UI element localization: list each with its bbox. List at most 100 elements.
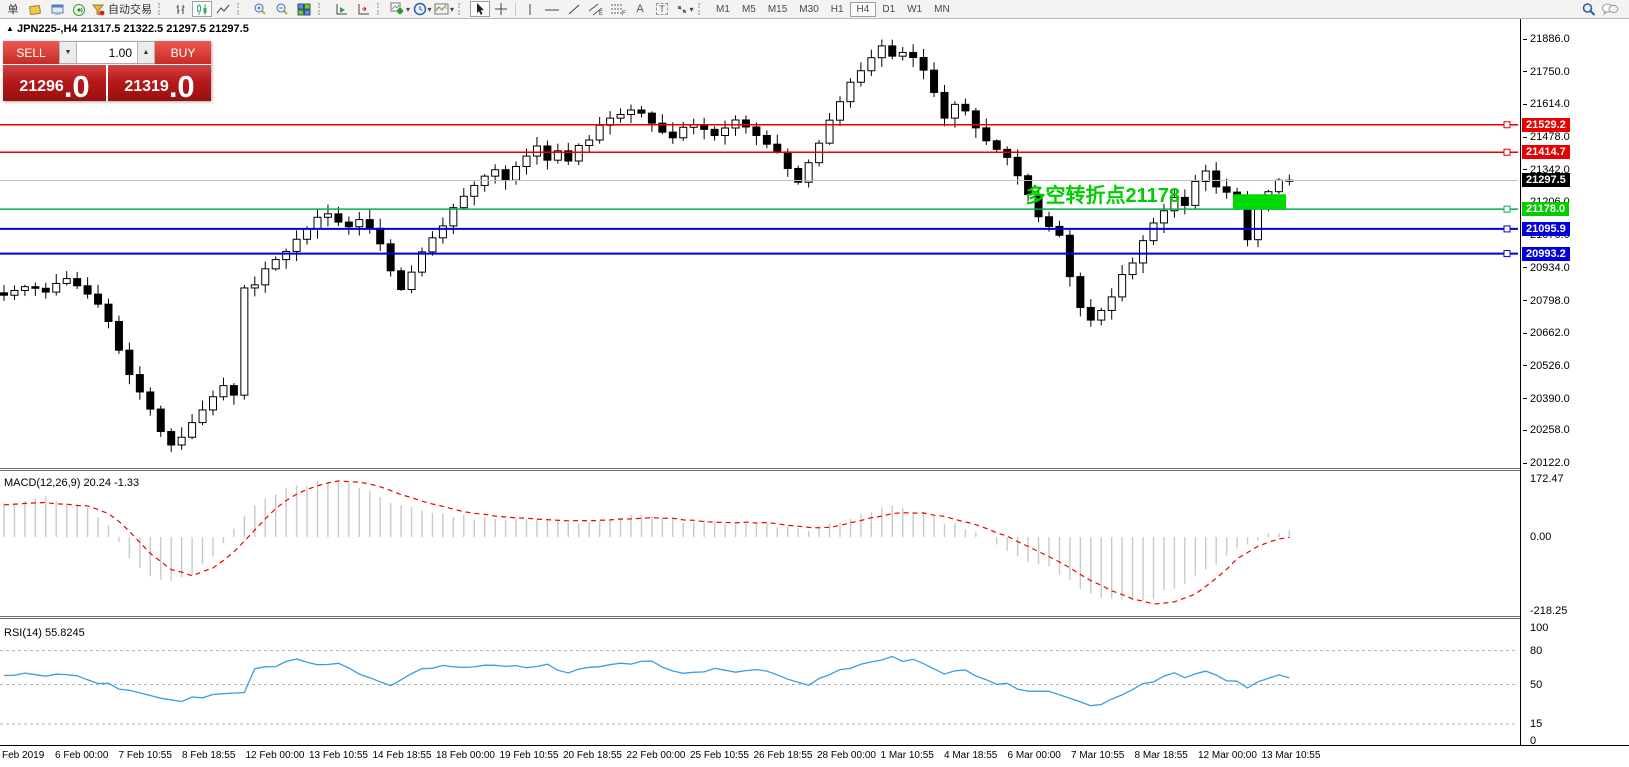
time-label: 12 Feb 00:00 [245,750,305,761]
timeframe-w1[interactable]: W1 [907,3,923,15]
tile-windows-icon [297,3,311,16]
vertical-line-tool-button[interactable] [519,1,541,17]
channel-tool-button[interactable]: E [585,1,607,17]
axis-tick [1523,136,1527,138]
chart-shift-button[interactable] [352,1,374,17]
templates-button[interactable]: ▾ [433,1,455,17]
buy-button[interactable]: BUY [155,41,211,64]
profiles-button[interactable] [46,1,68,17]
chat-button[interactable] [1599,1,1621,17]
line-chart-mode-button[interactable] [212,1,234,17]
sell-button[interactable]: SELL [3,41,59,64]
timeframe-m5[interactable]: M5 [741,3,756,15]
time-label: 22 Feb 00:00 [626,750,686,761]
time-label: 26 Feb 18:55 [753,750,813,761]
new-chart-icon [28,3,42,16]
periods-button[interactable]: ▾ [411,1,433,17]
price-tick-label: 20390.0 [1530,392,1570,405]
toolbar-grip [377,3,386,15]
pane-separator[interactable] [0,468,1629,471]
time-label: 8 Feb 18:55 [182,750,236,761]
zoom-in-button[interactable] [249,1,271,17]
axis-tick [1523,365,1527,367]
chart-window: ▲ JPN225-,H4 21317.5 21322.5 21297.5 212… [0,19,1629,767]
rsi-indicator-label: RSI(14) 55.8245 [4,627,85,639]
axis-tick [1523,398,1527,400]
trendline-tool-button[interactable] [563,1,585,17]
price-badge: 21414.7 [1522,145,1570,160]
price-tick-label: 21478.0 [1530,131,1570,144]
tile-windows-button[interactable] [293,1,315,17]
text-tool-button[interactable]: A [629,1,651,17]
rsi-pane[interactable] [0,619,1520,745]
buy-price-box[interactable]: 21319 .0 [108,65,211,102]
axis-tick [1523,169,1527,171]
text-label-tool-button[interactable]: T [651,1,673,17]
new-chart-button[interactable] [24,1,46,17]
toolbar-grip [698,3,707,15]
price-tick-label: 20798.0 [1530,294,1570,307]
price-tick-label: 20258.0 [1530,424,1570,437]
timeframe-mn[interactable]: MN [934,3,950,15]
macd-tick-label: 172.47 [1530,472,1564,485]
time-label: 19 Feb 10:55 [499,750,559,761]
volume-decrease-button[interactable]: ▼ [59,42,77,63]
axis-tick [1523,462,1527,464]
pane-separator[interactable] [0,616,1629,619]
timeframe-d1[interactable]: D1 [882,3,896,15]
time-label: 13 Mar 10:55 [1261,750,1321,761]
arrows-tool-button[interactable]: ▾ [673,1,695,17]
crosshair-tool-button[interactable] [490,1,512,17]
volume-increase-button[interactable]: ▲ [137,42,155,63]
bar-chart-mode-button[interactable] [170,1,192,17]
timeframe-m1[interactable]: M1 [716,3,730,15]
timeframe-h4[interactable]: H4 [849,1,877,17]
time-label: 1 Mar 10:55 [880,750,934,761]
time-label: 6 Mar 00:00 [1007,750,1061,761]
line-handle-marker [1503,148,1511,156]
axis-tick [1523,267,1527,269]
templates-icon [434,3,449,16]
price-badge: 21178.0 [1522,202,1570,217]
time-label: 6 Feb 00:00 [55,750,109,761]
macd-pane[interactable] [0,471,1520,616]
cursor-icon [474,2,486,16]
indicators-button[interactable]: ▾ [389,1,411,17]
header-ohlc-values: 21317.5 21322.5 21297.5 21297.5 [80,23,249,35]
autotrading-funnel-icon [91,3,106,16]
horizontal-line-tool-button[interactable] [541,1,563,17]
time-label: 13 Feb 10:55 [309,750,368,761]
zoom-out-icon [275,2,289,16]
timeframe-m15[interactable]: M15 [767,3,788,15]
auto-scroll-button[interactable] [330,1,352,17]
signals-button[interactable] [68,1,90,17]
toolbar-grip [318,3,327,15]
axis-tick [1523,429,1527,431]
line-handle-marker [1503,205,1511,213]
symbol-marker-icon: ▲ [6,24,14,33]
price-badge: 21297.5 [1522,173,1570,188]
price-badge: 20993.2 [1522,246,1570,261]
time-axis[interactable]: Feb 2019 6 Feb 00:00 7 Feb 10:55 8 Feb 18:5… [0,745,1629,767]
new-order-button[interactable]: 单 [2,1,24,17]
chat-bubbles-icon [1601,2,1619,16]
timeframe-m30[interactable]: M30 [799,3,819,15]
cursor-tool-button[interactable] [470,1,491,17]
time-label: 28 Feb 00:00 [817,750,876,761]
price-tick-label: 21886.0 [1530,33,1570,45]
new-order-label: 单 [7,4,19,16]
price-axis[interactable]: 21886.021750.021614.021478.021342.021206… [1520,19,1629,747]
volume-input[interactable]: 1.00 [108,46,132,60]
timeframe-h1[interactable]: H1 [830,3,844,15]
rsi-line [3,655,1290,707]
level-lines-layer [0,121,1518,258]
zoom-out-button[interactable] [271,1,293,17]
search-button[interactable] [1577,1,1599,17]
candlestick-mode-button[interactable] [192,1,212,17]
main-price-chart[interactable]: 多空转折点21178 [0,19,1520,468]
rsi-tick-label: 80 [1530,644,1543,657]
fibonacci-tool-button[interactable]: F [607,1,629,17]
toolbar-separator [515,2,517,16]
autotrading-button[interactable]: 自动交易 [90,1,155,17]
sell-price-box[interactable]: 21296 .0 [3,65,106,102]
